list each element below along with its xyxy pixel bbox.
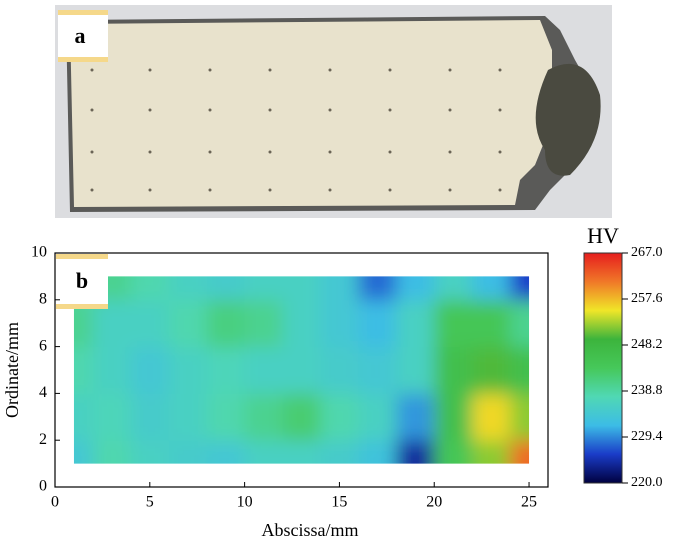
colorbar-tick-label: 267.0	[631, 245, 663, 260]
contour-cell	[510, 299, 530, 348]
contour-cell	[434, 299, 473, 348]
contour-cell	[358, 440, 397, 464]
contour-cell	[320, 440, 359, 464]
x-tick-label: 0	[51, 494, 59, 511]
contour-cell	[206, 393, 246, 441]
contour-cell	[282, 346, 321, 394]
contour-cell	[472, 440, 511, 464]
colorbar-title: HV	[587, 223, 619, 248]
contour-cell	[396, 440, 435, 464]
contour-cell	[244, 440, 284, 464]
x-tick-label: 5	[146, 494, 154, 511]
contour-cell	[168, 346, 208, 394]
contour-cell	[472, 346, 511, 394]
colorbar	[583, 252, 623, 484]
contour-cell	[320, 393, 359, 441]
contour-cell	[510, 440, 530, 464]
contour-cell	[510, 346, 530, 394]
contour-cell	[73, 299, 94, 348]
contour-cell	[434, 276, 473, 301]
contour-cell	[434, 393, 473, 441]
colorbar-tick-label: 257.6	[631, 291, 663, 306]
contour-cell	[73, 346, 94, 394]
contour-cell	[282, 276, 321, 301]
contour-cell	[206, 276, 246, 301]
y-tick-label: 2	[39, 431, 47, 448]
contour-cell	[320, 276, 359, 301]
contour-cell	[472, 393, 511, 441]
y-tick-label: 6	[39, 337, 47, 354]
panel-label: b	[76, 268, 88, 293]
contour-cell	[73, 440, 94, 464]
contour-cell	[168, 299, 208, 348]
y-tick-label: 4	[39, 384, 47, 401]
x-tick-label: 15	[331, 494, 347, 511]
y-tick-label: 8	[39, 290, 47, 307]
photo: a	[55, 5, 612, 218]
contour-cell	[358, 299, 397, 348]
contour-cell	[92, 440, 132, 464]
contour-cell	[168, 276, 208, 301]
contour-cell	[282, 299, 321, 348]
y-axis-label: Ordinate/mm	[2, 322, 22, 418]
contour-cell	[358, 276, 397, 301]
contour-cell	[73, 393, 94, 441]
y-tick-label: 0	[39, 478, 47, 495]
colorbar-tick-label: 229.4	[631, 429, 663, 444]
colorbar-tick-label: 248.2	[631, 337, 663, 352]
contour-cell	[434, 440, 473, 464]
contour-cell	[396, 393, 435, 441]
contour-cell	[130, 393, 170, 441]
contour-cell	[472, 299, 511, 348]
contour-cell	[92, 393, 132, 441]
contour-cell	[130, 276, 170, 301]
contour-cell	[244, 393, 284, 441]
y-tick-label: 10	[31, 244, 47, 261]
panel-b-label: b	[56, 254, 108, 309]
field-clip	[73, 276, 530, 464]
contour-cell	[434, 346, 473, 394]
panel-label: a	[75, 23, 86, 48]
contour-cell	[168, 393, 208, 441]
contour-cell	[206, 299, 246, 348]
contour-cell	[206, 440, 246, 464]
contour-cell	[396, 299, 435, 348]
contour-cell	[244, 299, 284, 348]
contour-cell	[358, 346, 397, 394]
contour-cell	[320, 299, 359, 348]
contour-cell	[472, 276, 511, 301]
contour-cell	[396, 346, 435, 394]
contour-cell	[130, 440, 170, 464]
colorbar-tick-label: 238.8	[631, 383, 663, 398]
contour-cell	[244, 276, 284, 301]
contour-cell	[130, 346, 170, 394]
contour-cell	[282, 440, 321, 464]
contour-cell	[358, 393, 397, 441]
contour-field	[73, 276, 530, 464]
contour-cell	[92, 346, 132, 394]
x-tick-label: 10	[237, 494, 253, 511]
x-tick-label: 25	[521, 494, 537, 511]
contour-cell	[320, 346, 359, 394]
colorbar-tick-label: 220.0	[631, 475, 663, 490]
contour-cell	[510, 393, 530, 441]
contour-cell	[206, 346, 246, 394]
x-axis-label: Abscissa/mm	[262, 520, 359, 540]
contour-cell	[244, 346, 284, 394]
contour-cell	[396, 276, 435, 301]
contour-cell	[282, 393, 321, 441]
contour-cell	[510, 276, 530, 301]
contour-cell	[130, 299, 170, 348]
contour-cell	[168, 440, 208, 464]
x-tick-label: 20	[426, 494, 442, 511]
